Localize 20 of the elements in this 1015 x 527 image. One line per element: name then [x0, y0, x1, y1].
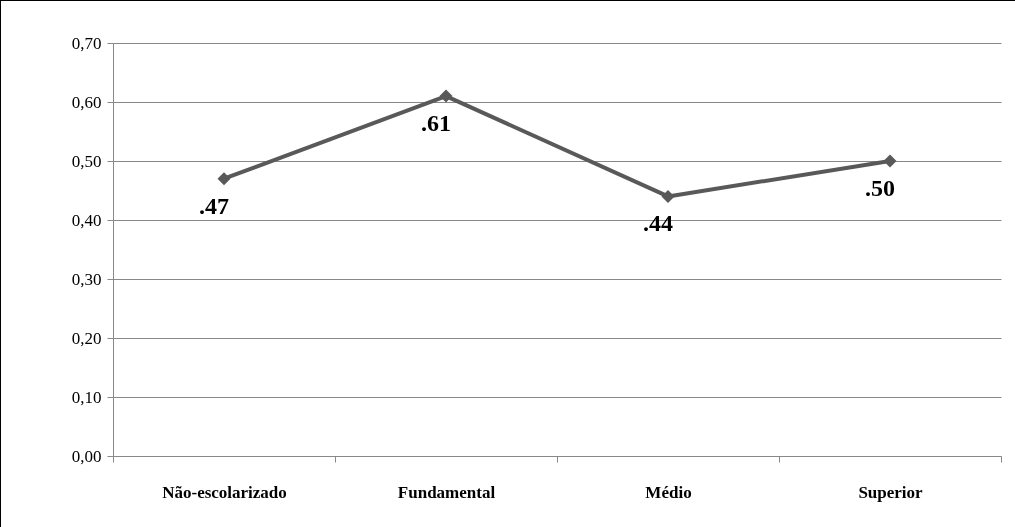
point: [661, 189, 675, 203]
y-tick-label: 0,50: [71, 151, 102, 171]
point: [439, 89, 453, 103]
y-tick-label: 0,20: [71, 328, 102, 348]
y-tick-label: 0,30: [71, 269, 102, 289]
point: [217, 172, 231, 186]
y-tick-label: 0,70: [71, 33, 102, 53]
data-label: .50: [865, 175, 895, 201]
x-tick-label: Não-escolarizado: [162, 482, 287, 502]
y-tick-label: 0,60: [71, 92, 102, 112]
point: [883, 154, 897, 168]
y-tick-label: 0,40: [71, 210, 102, 230]
y-tick-label: 0,00: [71, 446, 102, 466]
y-tick-label: 0,10: [71, 387, 102, 407]
x-tick-label: Fundamental: [397, 482, 496, 502]
x-tick-label: Superior: [858, 482, 924, 502]
data-label: .61: [421, 110, 451, 137]
data-label: .47: [199, 192, 229, 219]
x-tick-label: Médio: [645, 482, 692, 502]
data-label: .44: [643, 210, 673, 237]
